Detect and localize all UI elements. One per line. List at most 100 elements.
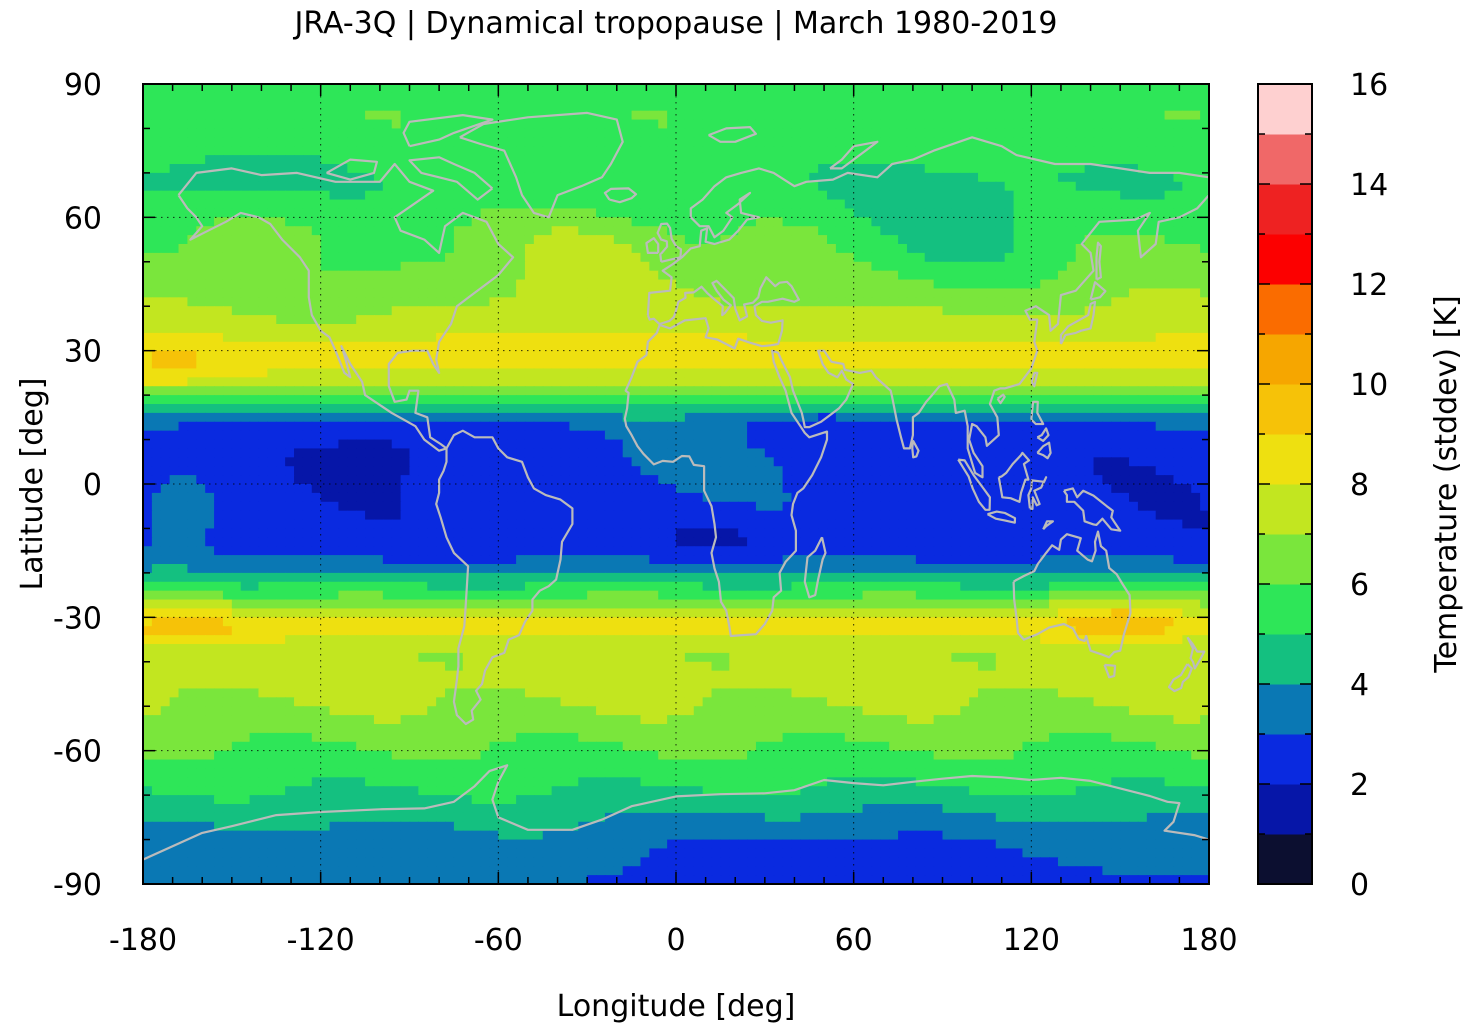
- field-cell: [143, 359, 153, 370]
- field-cell: [667, 368, 677, 378]
- field-cell: [604, 110, 615, 121]
- field-cell: [285, 377, 295, 387]
- field-cell: [373, 359, 384, 370]
- field-cell: [613, 341, 624, 352]
- field-cell: [1022, 324, 1032, 334]
- field-cell: [1049, 235, 1059, 245]
- field-cell: [436, 386, 446, 396]
- field-cell: [453, 181, 464, 192]
- field-cell: [1146, 404, 1157, 414]
- field-cell: [1137, 297, 1148, 307]
- field-cell: [604, 315, 615, 325]
- field-cell: [205, 261, 215, 272]
- field-cell: [578, 324, 588, 334]
- field-cell: [249, 448, 260, 458]
- field-cell: [373, 128, 384, 138]
- field-cell: [453, 164, 464, 174]
- field-cell: [400, 297, 411, 307]
- field-cell: [151, 386, 162, 396]
- field-cell: [640, 332, 650, 343]
- field-cell: [1004, 306, 1015, 316]
- field-cell: [1075, 190, 1086, 201]
- field-cell: [1200, 155, 1209, 165]
- field-cell: [356, 324, 366, 334]
- field-cell: [853, 404, 864, 414]
- field-cell: [249, 110, 260, 121]
- field-cell: [436, 84, 446, 94]
- field-cell: [827, 146, 837, 156]
- field-cell: [222, 235, 233, 245]
- field-cell: [658, 164, 668, 174]
- field-cell: [276, 199, 286, 210]
- field-cell: [729, 439, 739, 450]
- field-cell: [1040, 181, 1050, 192]
- field-cell: [658, 270, 668, 281]
- field-cell: [329, 404, 340, 414]
- field-cell: [231, 217, 242, 227]
- field-cell: [1093, 128, 1103, 138]
- field-cell: [960, 92, 970, 103]
- field-cell: [764, 235, 775, 245]
- field-cell: [205, 359, 215, 370]
- field-cell: [347, 288, 357, 298]
- field-cell: [773, 92, 784, 103]
- field-cell: [773, 430, 784, 441]
- field-cell: [338, 146, 348, 156]
- field-cell: [320, 404, 331, 414]
- field-cell: [702, 119, 713, 130]
- field-cell: [187, 448, 197, 458]
- field-cell: [489, 190, 499, 201]
- field-cell: [729, 324, 739, 334]
- field-cell: [427, 288, 437, 298]
- field-cell: [729, 430, 739, 441]
- field-cell: [880, 297, 890, 307]
- field-cell: [1049, 84, 1059, 94]
- field-cell: [640, 395, 650, 405]
- field-cell: [1057, 324, 1068, 334]
- field-cell: [462, 386, 473, 396]
- field-cell: [347, 359, 357, 370]
- field-cell: [1084, 226, 1095, 236]
- field-cell: [658, 119, 668, 130]
- field-cell: [471, 235, 482, 245]
- field-cell: [889, 261, 899, 272]
- field-cell: [169, 421, 180, 432]
- field-cell: [995, 430, 1006, 441]
- field-cell: [782, 332, 793, 343]
- field-cell: [764, 252, 775, 263]
- field-cell: [276, 324, 286, 334]
- field-cell: [800, 137, 810, 147]
- field-cell: [285, 404, 295, 414]
- field-cell: [853, 119, 864, 130]
- field-cell: [1066, 181, 1077, 192]
- field-cell: [960, 297, 970, 307]
- field-cell: [418, 404, 428, 414]
- field-cell: [365, 359, 375, 370]
- field-cell: [676, 155, 686, 165]
- field-cell: [391, 421, 402, 432]
- field-cell: [151, 101, 162, 112]
- field-cell: [222, 217, 233, 227]
- field-cell: [578, 172, 588, 183]
- field-cell: [613, 128, 624, 138]
- field-cell: [551, 430, 562, 441]
- field-cell: [409, 235, 419, 245]
- field-cell: [338, 235, 348, 245]
- field-cell: [764, 439, 775, 450]
- field-cell: [498, 404, 508, 414]
- field-cell: [791, 164, 801, 174]
- field-cell: [302, 279, 313, 290]
- field-cell: [667, 261, 677, 272]
- field-cell: [373, 368, 384, 378]
- field-cell: [1031, 101, 1041, 112]
- field-cell: [258, 84, 268, 94]
- field-cell: [915, 332, 926, 343]
- field-cell: [1129, 359, 1139, 370]
- field-cell: [800, 164, 810, 174]
- field-cell: [436, 164, 446, 174]
- field-cell: [906, 324, 917, 334]
- field-cell: [231, 377, 242, 387]
- field-cell: [1057, 306, 1068, 316]
- field-cell: [613, 368, 624, 378]
- field-cell: [978, 350, 988, 361]
